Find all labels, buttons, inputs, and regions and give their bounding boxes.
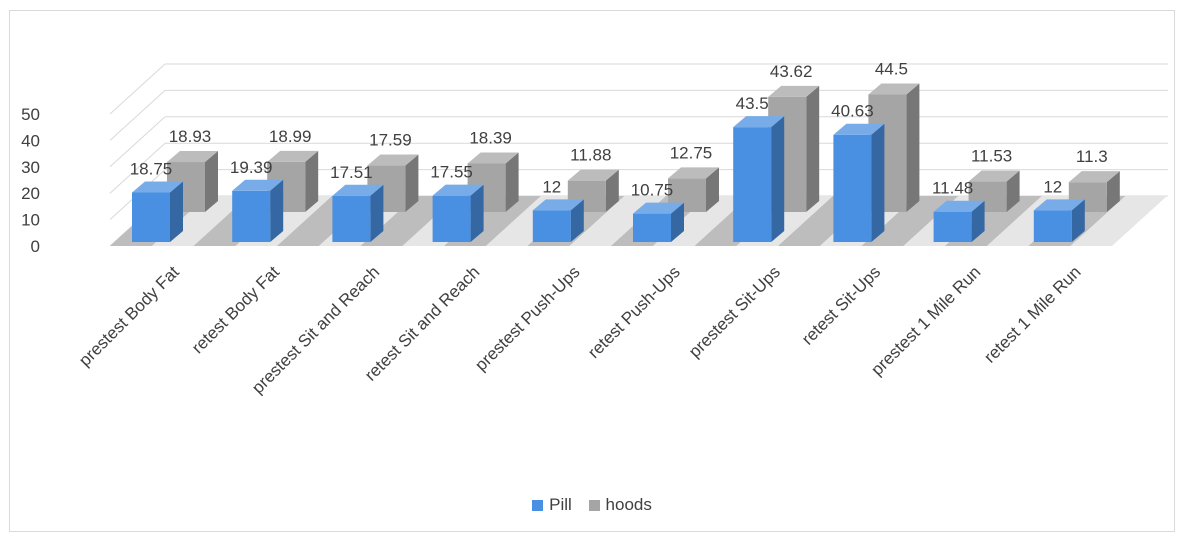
gridline-side [109, 63, 166, 115]
x-tick-label: retest Sit and Reach [361, 262, 483, 384]
bar-hoods-7-top [868, 83, 920, 95]
x-tick-label: prestest Push-Ups [471, 262, 583, 374]
bar-hoods-2-top [367, 154, 419, 166]
data-label-pill: 18.75 [130, 160, 173, 179]
data-label-hoods: 43.62 [770, 62, 813, 81]
bar-hoods-9-top [1068, 171, 1120, 183]
data-label-hoods: 18.99 [269, 127, 312, 146]
bar-hoods-6-side [806, 85, 820, 212]
data-label-hoods: 11.88 [570, 146, 611, 165]
data-label-pill: 10.75 [631, 181, 674, 200]
gridline-side [109, 116, 166, 168]
data-label-hoods: 18.93 [169, 127, 212, 146]
x-tick-label: prestest Body Fat [75, 262, 183, 370]
floor-tile [861, 196, 959, 246]
gridline-side [109, 142, 166, 194]
data-label-hoods: 11.53 [971, 147, 1012, 166]
data-label-pill: 17.55 [430, 163, 473, 182]
bar-pill-1 [232, 190, 271, 242]
bar-hoods-0-top [167, 151, 218, 163]
y-tick-label: 10 [21, 211, 40, 230]
data-label-pill: 19.39 [230, 158, 273, 177]
bar-pill-6-side [771, 116, 785, 242]
bar-pill-4 [532, 210, 571, 242]
bar-hoods-7-side [906, 83, 920, 213]
data-label-pill: 43.5 [736, 94, 769, 113]
bar-hoods-6-top [768, 85, 820, 97]
legend-swatch-hoods [588, 499, 600, 511]
bar-pill-4-top [532, 199, 584, 211]
y-tick-label: 40 [21, 131, 40, 150]
bar-pill-5 [633, 213, 671, 242]
data-label-pill: 12 [1043, 177, 1062, 196]
legend-item-hoods: hoods [588, 495, 652, 515]
legend-swatch-pill [532, 499, 544, 511]
legend: Pill hoods [10, 495, 1174, 516]
bar-pill-8 [933, 211, 972, 242]
bar-hoods-1-side [305, 150, 319, 212]
bar-pill-2-side [370, 184, 384, 242]
legend-item-pill: Pill [532, 495, 572, 515]
bar-hoods-4-side [605, 169, 619, 212]
bar-pill-1-top [232, 179, 284, 191]
bar-hoods-8-side [1006, 170, 1020, 212]
x-tick-label: retest 1 Mile Run [980, 262, 1084, 366]
data-label-pill: 17.51 [330, 163, 373, 182]
bar-pill-6-top [733, 116, 785, 128]
bar-pill-4-side [570, 199, 584, 242]
data-label-hoods: 12.75 [670, 143, 713, 162]
bar-pill-7-side [871, 123, 885, 242]
bar-pill-5-side [671, 202, 684, 242]
data-label-hoods: 17.59 [369, 131, 412, 150]
bar-hoods-8-top [968, 170, 1020, 182]
bar-hoods-4-top [567, 169, 619, 181]
gridline-side [109, 90, 166, 141]
x-tick-label: prestest Sit-Ups [685, 262, 784, 361]
bar-pill-2-top [332, 184, 384, 196]
data-label-pill: 40.63 [831, 102, 874, 121]
data-label-pill: 11.48 [932, 179, 973, 198]
bar-hoods-9-side [1106, 171, 1120, 212]
bar-hoods-2-side [405, 154, 419, 212]
bar-pill-8-side [971, 200, 985, 242]
legend-label-pill: Pill [549, 495, 572, 514]
x-tick-label: retest Sit-Ups [798, 262, 884, 348]
y-tick-label: 20 [21, 184, 40, 203]
bar-hoods-5-side [706, 167, 719, 212]
bar-pill-1-side [270, 179, 284, 242]
bar-pill-0-top [132, 181, 183, 193]
bar-hoods-0-side [205, 151, 218, 212]
bar-pill-7 [833, 134, 872, 242]
chart-area: 0 10 20 30 40 50 18.93 18.99 17.59 18.39 11.88 12.7… [9, 10, 1175, 532]
y-tick-label: 30 [21, 158, 40, 177]
bar-pill-0-side [170, 181, 183, 242]
bar-pill-3 [432, 195, 471, 242]
bar-hoods-3-top [467, 152, 519, 164]
bar-pill-3-top [432, 184, 484, 196]
data-label-hoods: 44.5 [875, 60, 908, 79]
y-tick-label: 0 [31, 237, 40, 256]
x-tick-label: prestest 1 Mile Run [867, 262, 984, 379]
data-label-hoods: 11.3 [1076, 147, 1108, 166]
bar-pill-8-top [933, 200, 985, 212]
bar-pill-9 [1033, 210, 1072, 242]
x-tick-label: retest Body Fat [188, 262, 283, 357]
data-label-hoods: 18.39 [469, 128, 512, 147]
bar-pill-3-side [470, 184, 484, 242]
bar-hoods-1-top [267, 150, 319, 162]
bar-pill-6 [733, 127, 772, 242]
bar-pill-0 [132, 192, 170, 242]
bar-pill-9-top [1033, 199, 1085, 211]
bar-hoods-5-top [668, 167, 719, 179]
data-label-pill: 12 [542, 177, 561, 196]
bar-hoods-3-side [505, 152, 519, 212]
bar-pill-7-top [833, 123, 885, 135]
bar-pill-9-side [1071, 199, 1085, 242]
y-tick-label: 50 [21, 105, 40, 124]
chart-svg: 0 10 20 30 40 50 18.93 18.99 17.59 18.39 11.88 12.7… [21, 60, 1168, 397]
x-tick-label: retest Push-Ups [584, 262, 684, 362]
bar-pill-5-top [633, 202, 684, 214]
bar-pill-2 [332, 195, 371, 242]
legend-label-hoods: hoods [605, 495, 652, 514]
